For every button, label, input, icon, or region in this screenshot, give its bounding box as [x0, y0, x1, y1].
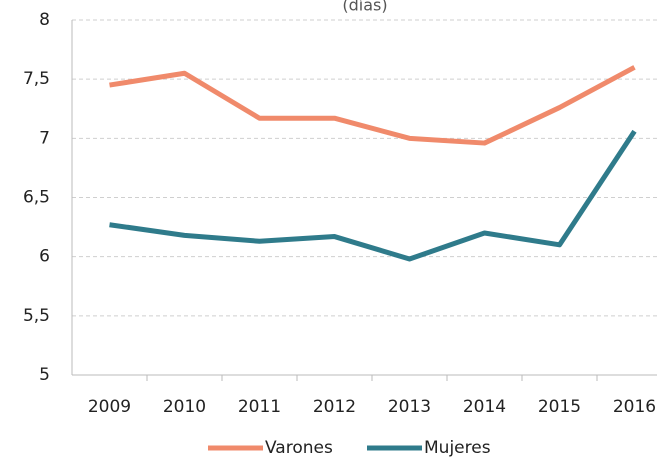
- x-tick-label: 2011: [238, 397, 281, 417]
- series-line: [109, 65, 636, 146]
- legend-label: Varones: [265, 438, 333, 458]
- x-tick-label: 2013: [388, 397, 431, 417]
- x-tick-label: 2010: [163, 397, 206, 417]
- y-tick-label: 7: [39, 128, 50, 148]
- legend-label: Mujeres: [424, 438, 491, 458]
- y-tick-label: 5: [39, 365, 50, 385]
- chart-subtitle: (días): [342, 0, 387, 15]
- x-tick-label: 2012: [313, 397, 356, 417]
- x-tick-label: 2016: [613, 397, 656, 417]
- x-tick-label: 2015: [538, 397, 581, 417]
- series-line: [109, 129, 637, 262]
- y-tick-label: 6,5: [23, 188, 50, 208]
- y-tick-label: 7,5: [23, 69, 50, 89]
- y-tick-label: 8: [39, 10, 50, 30]
- x-tick-label: 2014: [463, 397, 506, 417]
- y-tick-label: 6: [39, 247, 50, 267]
- y-tick-label: 5,5: [23, 306, 50, 326]
- x-tick-label: 2009: [88, 397, 131, 417]
